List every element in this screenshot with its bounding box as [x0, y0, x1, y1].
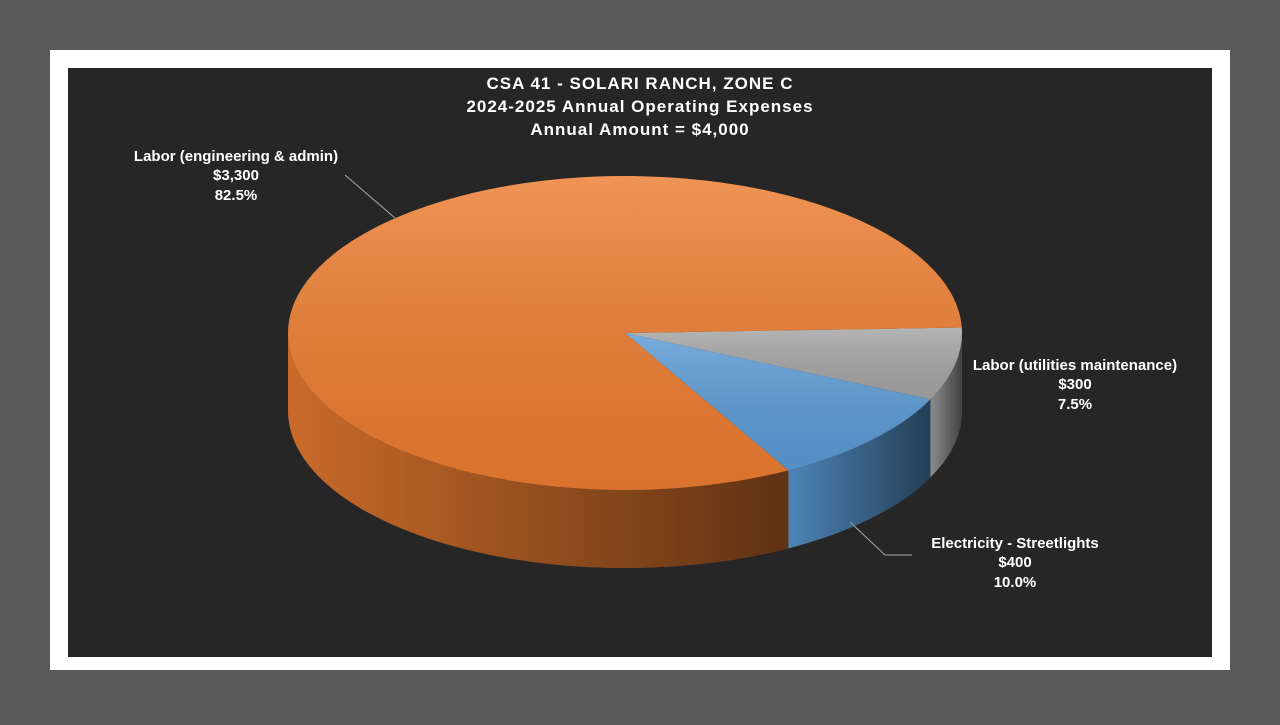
slice-shade — [288, 175, 962, 490]
percent-label: 7.5% — [1058, 396, 1092, 413]
data-labels: Labor (utilities maintenance) $300 7.5% Ele… — [134, 148, 1177, 591]
value-label: $400 — [998, 554, 1031, 571]
slice-side-shade — [788, 399, 931, 549]
pie-tops — [288, 175, 963, 490]
slice-side-shade — [288, 333, 789, 568]
slice-label: Labor (utilities maintenance) — [973, 357, 1177, 374]
slice-shade — [625, 333, 931, 471]
chart-subtitle: 2024-2025 Annual Operating Expenses — [466, 97, 813, 116]
annotation: Annual Amount = $4,000 — [530, 120, 749, 139]
pie-sides — [288, 333, 962, 568]
percent-label: 10.0% — [994, 574, 1037, 591]
slice-shade — [625, 327, 963, 400]
value-label: $300 — [1058, 376, 1091, 393]
leader-line — [344, 174, 396, 219]
slice-label: Labor (engineering & admin) — [134, 148, 338, 165]
leader-line — [849, 521, 912, 556]
percent-label: 82.5% — [215, 187, 258, 204]
chart-title: CSA 41 - SOLARI RANCH, ZONE C — [486, 74, 793, 93]
value-label: $3,300 — [213, 167, 259, 184]
slice-side-shade — [930, 333, 962, 478]
slice-label: Electricity - Streetlights — [931, 535, 1099, 552]
